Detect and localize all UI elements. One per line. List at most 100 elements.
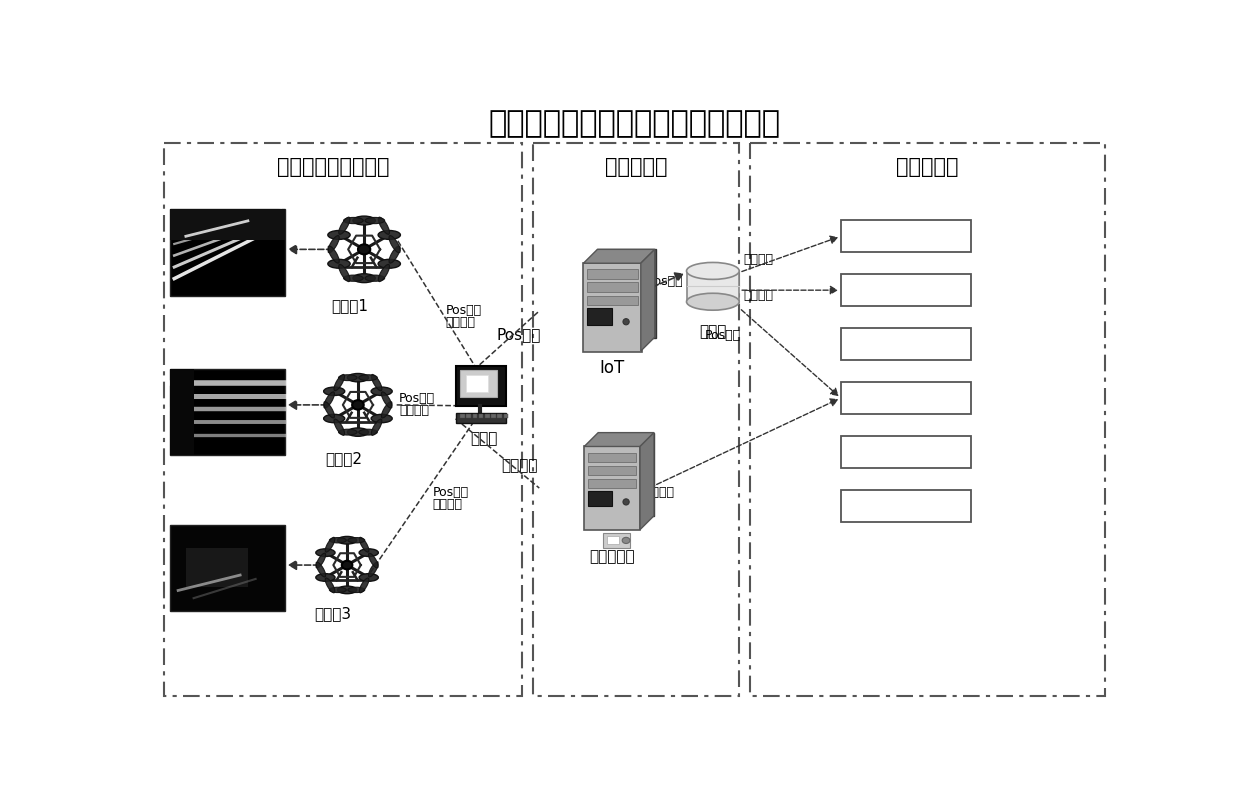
Ellipse shape	[686, 294, 740, 311]
Bar	[186, 549, 248, 587]
Ellipse shape	[330, 588, 347, 593]
Text: 地理信息管理: 地理信息管理	[873, 497, 938, 515]
Ellipse shape	[623, 319, 629, 326]
Ellipse shape	[337, 586, 357, 594]
Text: 视频数据: 视频数据	[644, 486, 675, 499]
Bar	[171, 369, 193, 456]
Ellipse shape	[359, 574, 378, 581]
Bar	[607, 536, 620, 544]
Ellipse shape	[622, 537, 629, 544]
Ellipse shape	[378, 218, 389, 235]
Text: 云端服务器: 云端服务器	[605, 157, 668, 177]
Bar	[597, 250, 655, 338]
Ellipse shape	[328, 231, 351, 240]
Bar	[165, 144, 522, 696]
Ellipse shape	[368, 562, 378, 577]
Bar	[456, 413, 506, 423]
Ellipse shape	[348, 588, 364, 593]
Bar	[587, 296, 638, 306]
Ellipse shape	[328, 260, 351, 269]
Ellipse shape	[389, 237, 400, 253]
Bar	[171, 210, 285, 296]
Ellipse shape	[338, 265, 349, 282]
Ellipse shape	[323, 415, 344, 423]
Ellipse shape	[347, 374, 368, 383]
Text: 无人机2: 无人机2	[326, 450, 363, 465]
Text: 无人机1: 无人机1	[332, 298, 369, 313]
Ellipse shape	[372, 415, 393, 423]
Bar	[478, 415, 483, 419]
Bar	[587, 283, 638, 293]
Text: 视频数据: 视频数据	[399, 403, 429, 416]
Ellipse shape	[325, 578, 335, 593]
Ellipse shape	[316, 562, 326, 577]
Bar	[841, 436, 971, 468]
Ellipse shape	[359, 537, 369, 553]
Ellipse shape	[323, 402, 335, 419]
Ellipse shape	[352, 401, 364, 410]
Ellipse shape	[343, 276, 363, 282]
Ellipse shape	[623, 499, 629, 505]
Ellipse shape	[338, 375, 357, 381]
Bar	[686, 272, 740, 303]
Ellipse shape	[328, 247, 339, 264]
Polygon shape	[584, 250, 654, 264]
Ellipse shape	[338, 218, 349, 235]
Ellipse shape	[359, 578, 369, 593]
Ellipse shape	[335, 419, 344, 435]
Ellipse shape	[368, 553, 378, 569]
Text: 用户管理: 用户管理	[885, 228, 927, 246]
Ellipse shape	[347, 428, 368, 437]
Ellipse shape	[378, 260, 400, 269]
Text: 数据库: 数据库	[699, 324, 726, 339]
Bar	[491, 415, 496, 419]
Ellipse shape	[353, 217, 375, 225]
Ellipse shape	[316, 549, 335, 557]
Ellipse shape	[328, 237, 339, 253]
Text: 视频数据: 视频数据	[501, 458, 538, 473]
Bar	[503, 415, 508, 419]
Ellipse shape	[353, 274, 375, 283]
Bar	[456, 367, 506, 407]
Text: IoT: IoT	[600, 358, 624, 377]
Ellipse shape	[325, 537, 335, 553]
Bar	[841, 383, 971, 415]
Text: 地面站: 地面站	[471, 431, 498, 446]
Ellipse shape	[337, 537, 357, 545]
Bar	[171, 369, 285, 456]
Text: 基于无人机航拍的石油管道监管系统: 基于无人机航拍的石油管道监管系统	[488, 109, 781, 138]
Bar	[171, 525, 285, 611]
Text: Pos数据: Pos数据	[705, 328, 741, 341]
Ellipse shape	[359, 375, 378, 381]
Bar	[171, 210, 285, 241]
Ellipse shape	[686, 263, 740, 280]
Bar	[584, 264, 642, 352]
Polygon shape	[641, 250, 654, 351]
Bar	[484, 415, 489, 419]
Text: 视频数据: 视频数据	[446, 316, 476, 329]
Ellipse shape	[378, 231, 400, 240]
Ellipse shape	[316, 574, 335, 581]
Ellipse shape	[316, 553, 326, 569]
Text: 视频数据: 视频数据	[432, 497, 462, 510]
Text: 客户应用端: 客户应用端	[896, 157, 959, 177]
Bar	[841, 274, 971, 307]
Ellipse shape	[389, 247, 400, 264]
Ellipse shape	[382, 392, 392, 408]
Bar	[472, 415, 477, 419]
Text: 属性数据: 属性数据	[743, 288, 773, 301]
Bar	[533, 144, 740, 696]
Text: 用户信息: 用户信息	[743, 253, 773, 265]
Bar	[587, 270, 638, 279]
Ellipse shape	[382, 402, 392, 419]
Bar	[598, 433, 654, 516]
Ellipse shape	[338, 430, 357, 435]
Ellipse shape	[342, 561, 352, 569]
Bar	[841, 221, 971, 253]
Polygon shape	[585, 433, 654, 447]
Polygon shape	[641, 433, 654, 530]
Ellipse shape	[359, 549, 378, 557]
Bar	[841, 329, 971, 361]
Bar	[589, 466, 636, 476]
Ellipse shape	[348, 538, 364, 543]
